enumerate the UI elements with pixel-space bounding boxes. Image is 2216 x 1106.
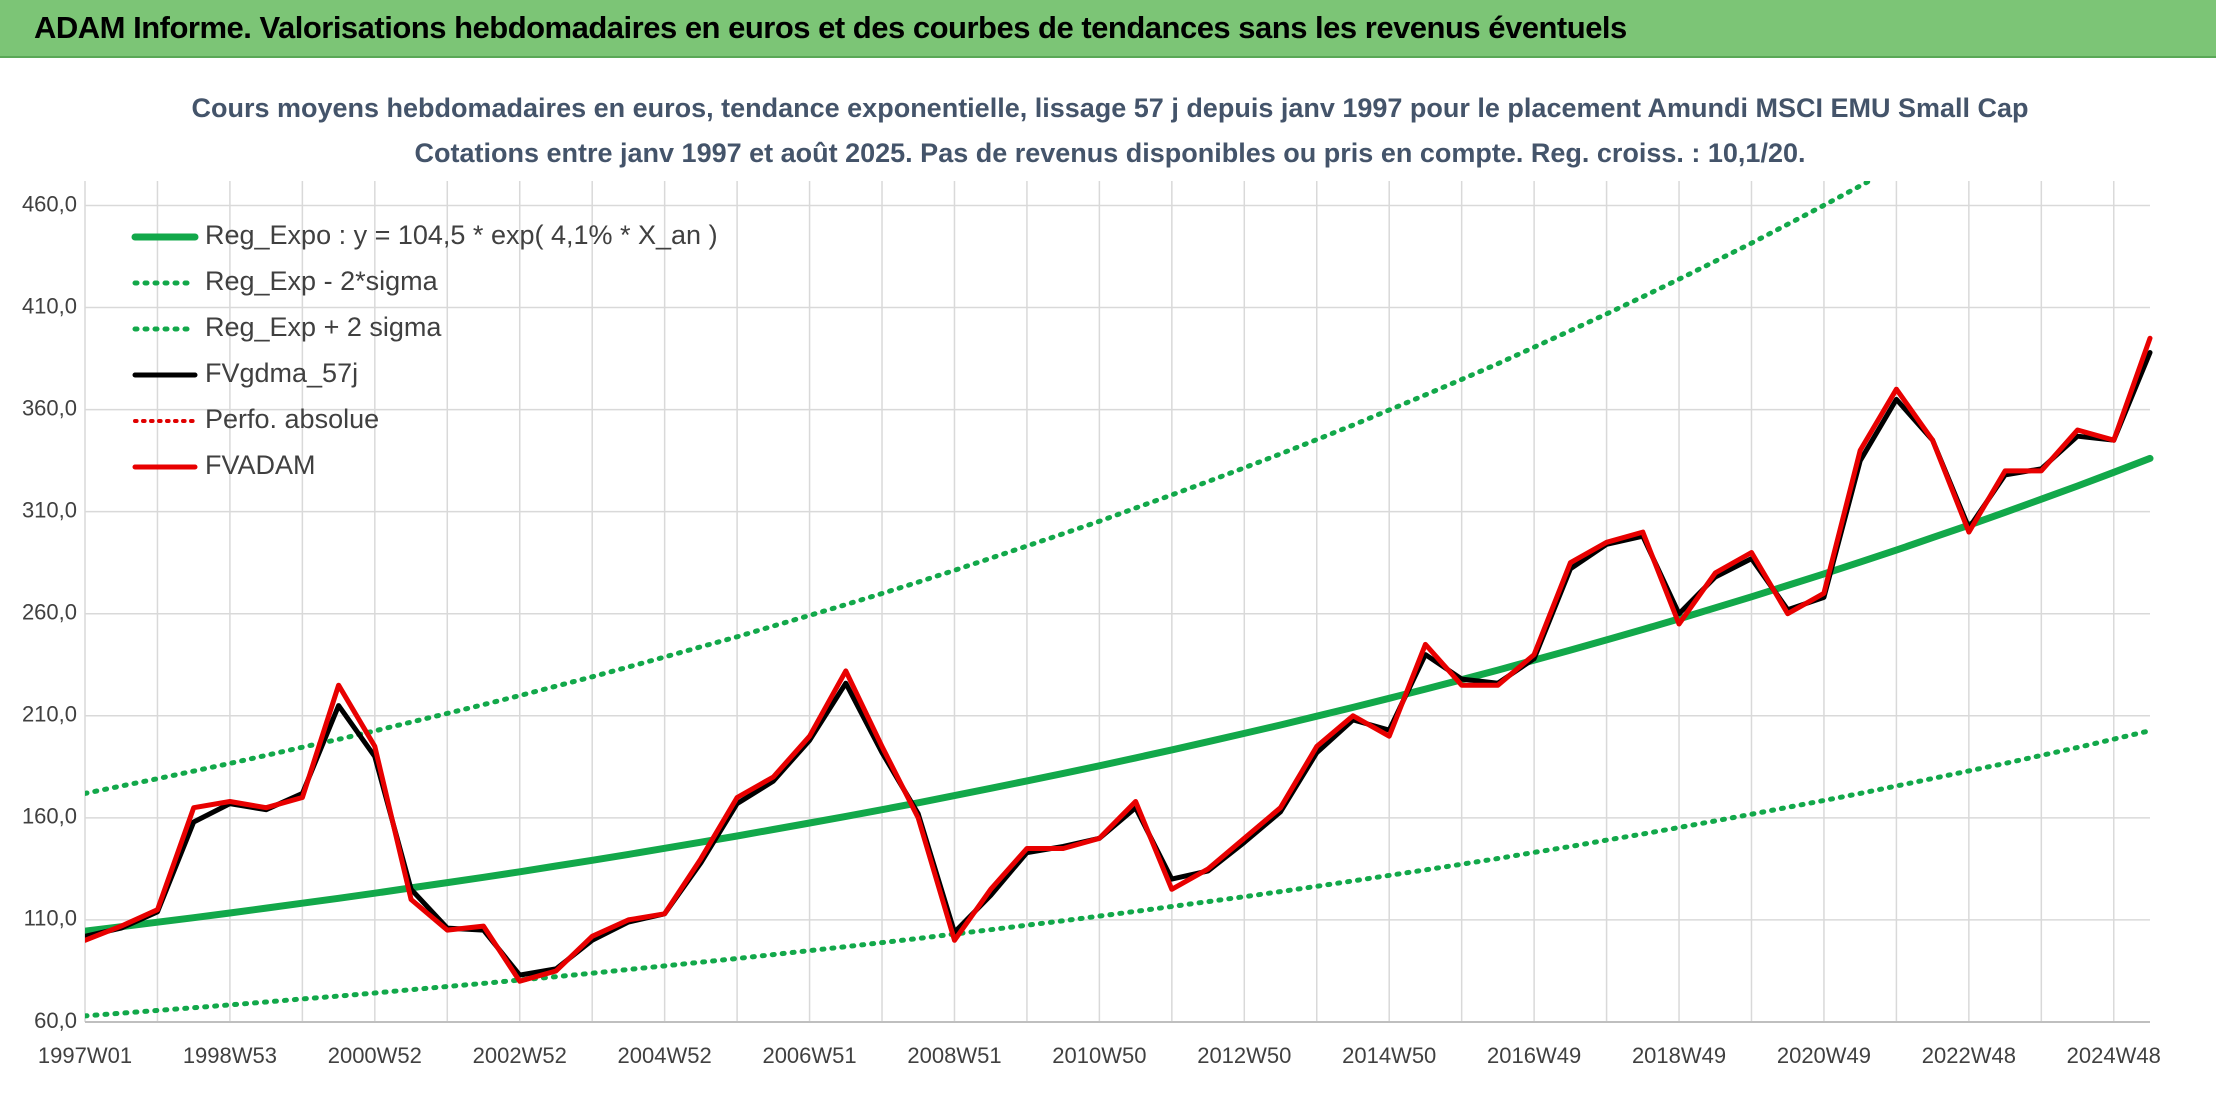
series-line xyxy=(85,728,2153,1019)
legend-label: FVADAM xyxy=(205,450,316,480)
x-tick-label: 2000W52 xyxy=(328,1043,422,1068)
x-tick-label: 2004W52 xyxy=(618,1043,712,1068)
x-tick-label: 1997W01 xyxy=(38,1043,132,1068)
y-tick-label: 410,0 xyxy=(22,293,77,318)
y-tick-label: 460,0 xyxy=(22,191,77,216)
chart: Cours moyens hebdomadaires en euros, ten… xyxy=(22,93,2161,1068)
x-tick-label: 1998W53 xyxy=(183,1043,277,1068)
y-tick-label: 210,0 xyxy=(22,702,77,727)
y-tick-label: 60,0 xyxy=(34,1008,77,1033)
x-tick-label: 2014W50 xyxy=(1342,1043,1436,1068)
legend-label: FVgdma_57j xyxy=(205,358,358,388)
series-line xyxy=(85,454,2154,935)
legend-label: Reg_Exp - 2*sigma xyxy=(205,266,439,296)
x-tick-label: 2016W49 xyxy=(1487,1043,1581,1068)
x-tick-label: 2020W49 xyxy=(1777,1043,1871,1068)
header-title: ADAM Informe. Valorisations hebdomadaire… xyxy=(34,10,1627,45)
y-tick-label: 310,0 xyxy=(22,497,77,522)
x-tick-label: 2010W50 xyxy=(1052,1043,1146,1068)
plot-area xyxy=(85,181,2154,1019)
x-tick-label: 2024W48 xyxy=(2067,1043,2161,1068)
x-tick-label: 2012W50 xyxy=(1197,1043,1291,1068)
x-tick-label: 2008W51 xyxy=(907,1043,1001,1068)
chart-title: Cours moyens hebdomadaires en euros, ten… xyxy=(191,93,2028,123)
x-tick-label: 2018W49 xyxy=(1632,1043,1726,1068)
chart-subtitle: Cotations entre janv 1997 et août 2025. … xyxy=(415,138,1806,168)
legend-label: Reg_Expo : y = 104,5 * exp( 4,1% * X_an … xyxy=(205,220,718,250)
legend-label: Perfo. absolue xyxy=(205,404,379,434)
legend-label: Reg_Exp + 2 sigma xyxy=(205,312,442,342)
series-line xyxy=(85,335,2153,984)
y-tick-label: 160,0 xyxy=(22,804,77,829)
y-tick-label: 260,0 xyxy=(22,600,77,625)
x-tick-label: 2006W51 xyxy=(762,1043,856,1068)
y-tick-label: 360,0 xyxy=(22,395,77,420)
series-line xyxy=(85,181,1875,796)
y-tick-label: 110,0 xyxy=(24,906,77,931)
series-line xyxy=(85,350,2153,978)
x-tick-label: 2022W48 xyxy=(1922,1043,2016,1068)
header-banner: ADAM Informe. Valorisations hebdomadaire… xyxy=(0,0,2216,58)
x-tick-label: 2002W52 xyxy=(473,1043,567,1068)
